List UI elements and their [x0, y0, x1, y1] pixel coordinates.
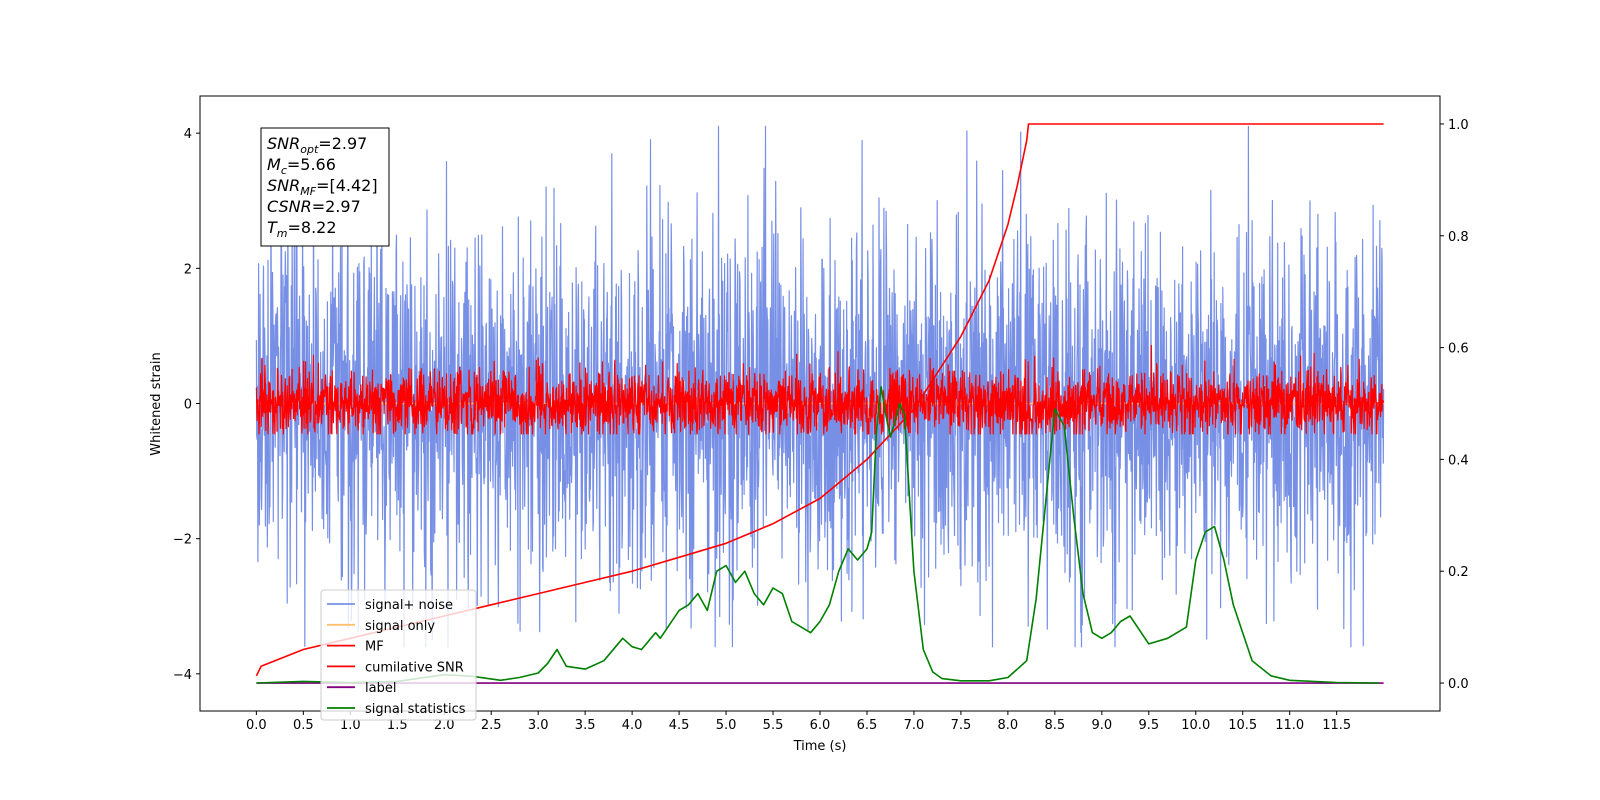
x-tick-label: 9.0 — [1091, 718, 1112, 733]
info-subscript: opt — [300, 143, 319, 156]
y-tick-label: −4 — [173, 668, 192, 683]
x-tick-label: 6.5 — [857, 718, 878, 733]
info-symbol: T — [267, 218, 278, 237]
y-axis-ticks: −4 −2 0 2 4 — [173, 127, 200, 683]
x-tick-label: 7.0 — [904, 718, 925, 733]
y-tick-label: 2 — [184, 262, 192, 277]
info-symbol: CSNR — [267, 197, 312, 216]
info-subscript: m — [277, 227, 288, 240]
x-tick-label: 0.0 — [246, 718, 267, 733]
legend-label: label — [365, 681, 396, 696]
legend-label: MF — [365, 640, 384, 655]
info-line: SNRMF=[4.42] — [267, 176, 378, 198]
legend-label: signal only — [365, 619, 435, 634]
y-tick-label: −2 — [173, 533, 192, 548]
info-line: Mc=5.66 — [267, 155, 336, 177]
x-tick-label: 10.0 — [1181, 718, 1210, 733]
x-tick-label: 5.5 — [763, 718, 784, 733]
x-tick-label: 6.0 — [810, 718, 831, 733]
info-symbol: SNR — [267, 134, 300, 153]
y-axis-label: Whitened strain — [149, 352, 164, 455]
info-value: =2.97 — [312, 197, 361, 216]
info-box-frame — [260, 127, 390, 247]
series-line-signal-statistics — [256, 385, 1379, 684]
info-symbol: M — [267, 155, 281, 174]
y2-tick-label: 1.0 — [1448, 118, 1469, 133]
info-value: =[4.42] — [316, 176, 378, 195]
x-tick-label: 10.5 — [1228, 718, 1257, 733]
series-line-mf — [255, 344, 1385, 435]
legend-frame — [320, 589, 477, 721]
x-tick-label: 3.5 — [575, 718, 596, 733]
x-axis-label: Time (s) — [793, 739, 847, 754]
info-line: SNRopt=2.97 — [267, 134, 367, 156]
x-tick-label: 9.5 — [1138, 718, 1159, 733]
legend-label: signal+ noise — [365, 598, 453, 613]
info-subscript: c — [281, 164, 287, 177]
x-tick-label: 11.5 — [1322, 718, 1351, 733]
info-symbol: SNR — [267, 176, 300, 195]
y2-tick-label: 0.0 — [1448, 677, 1469, 692]
y-tick-label: 0 — [184, 398, 192, 413]
x-tick-label: 2.0 — [434, 718, 455, 733]
info-value: =2.97 — [318, 134, 367, 153]
info-value: =8.22 — [288, 218, 337, 237]
legend-label: signal statistics — [365, 702, 466, 717]
x-tick-label: 4.5 — [669, 718, 690, 733]
info-line: Tm=8.22 — [267, 218, 337, 240]
x-tick-label: 11.0 — [1275, 718, 1304, 733]
y2-tick-label: 0.4 — [1448, 453, 1469, 468]
legend-label: cumilative SNR — [365, 660, 464, 675]
x-tick-label: 2.5 — [481, 718, 502, 733]
x-tick-label: 7.5 — [951, 718, 972, 733]
info-box: SNRopt=2.97Mc=5.66SNRMF=[4.42]CSNR=2.97T… — [260, 127, 390, 247]
y2-tick-label: 0.8 — [1448, 230, 1469, 245]
x-tick-label: 0.5 — [293, 718, 314, 733]
info-value: =5.66 — [287, 155, 336, 174]
x-axis-ticks: 0.0 0.5 1.0 1.5 2.0 2.5 3.0 3.5 4.0 4.5 5.0 5.5 6.0 6… — [246, 711, 1351, 733]
info-line: CSNR=2.97 — [267, 197, 361, 216]
y2-axis-ticks: 0.0 0.2 0.4 0.6 0.8 1.0 — [1440, 118, 1469, 692]
x-tick-label: 1.0 — [340, 718, 361, 733]
x-tick-label: 4.0 — [622, 718, 643, 733]
info-subscript: MF — [300, 185, 316, 198]
x-tick-label: 8.5 — [1045, 718, 1066, 733]
legend: signal+ noise signal only MF cumilative SNR… — [320, 589, 477, 721]
x-tick-label: 8.0 — [998, 718, 1019, 733]
y2-tick-label: 0.6 — [1448, 342, 1469, 357]
y-tick-label: 4 — [184, 127, 192, 142]
x-tick-label: 1.5 — [387, 718, 408, 733]
series-line-signal-noise — [255, 125, 1385, 648]
x-tick-label: 5.0 — [716, 718, 737, 733]
x-tick-label: 3.0 — [528, 718, 549, 733]
y2-tick-label: 0.2 — [1448, 565, 1469, 580]
